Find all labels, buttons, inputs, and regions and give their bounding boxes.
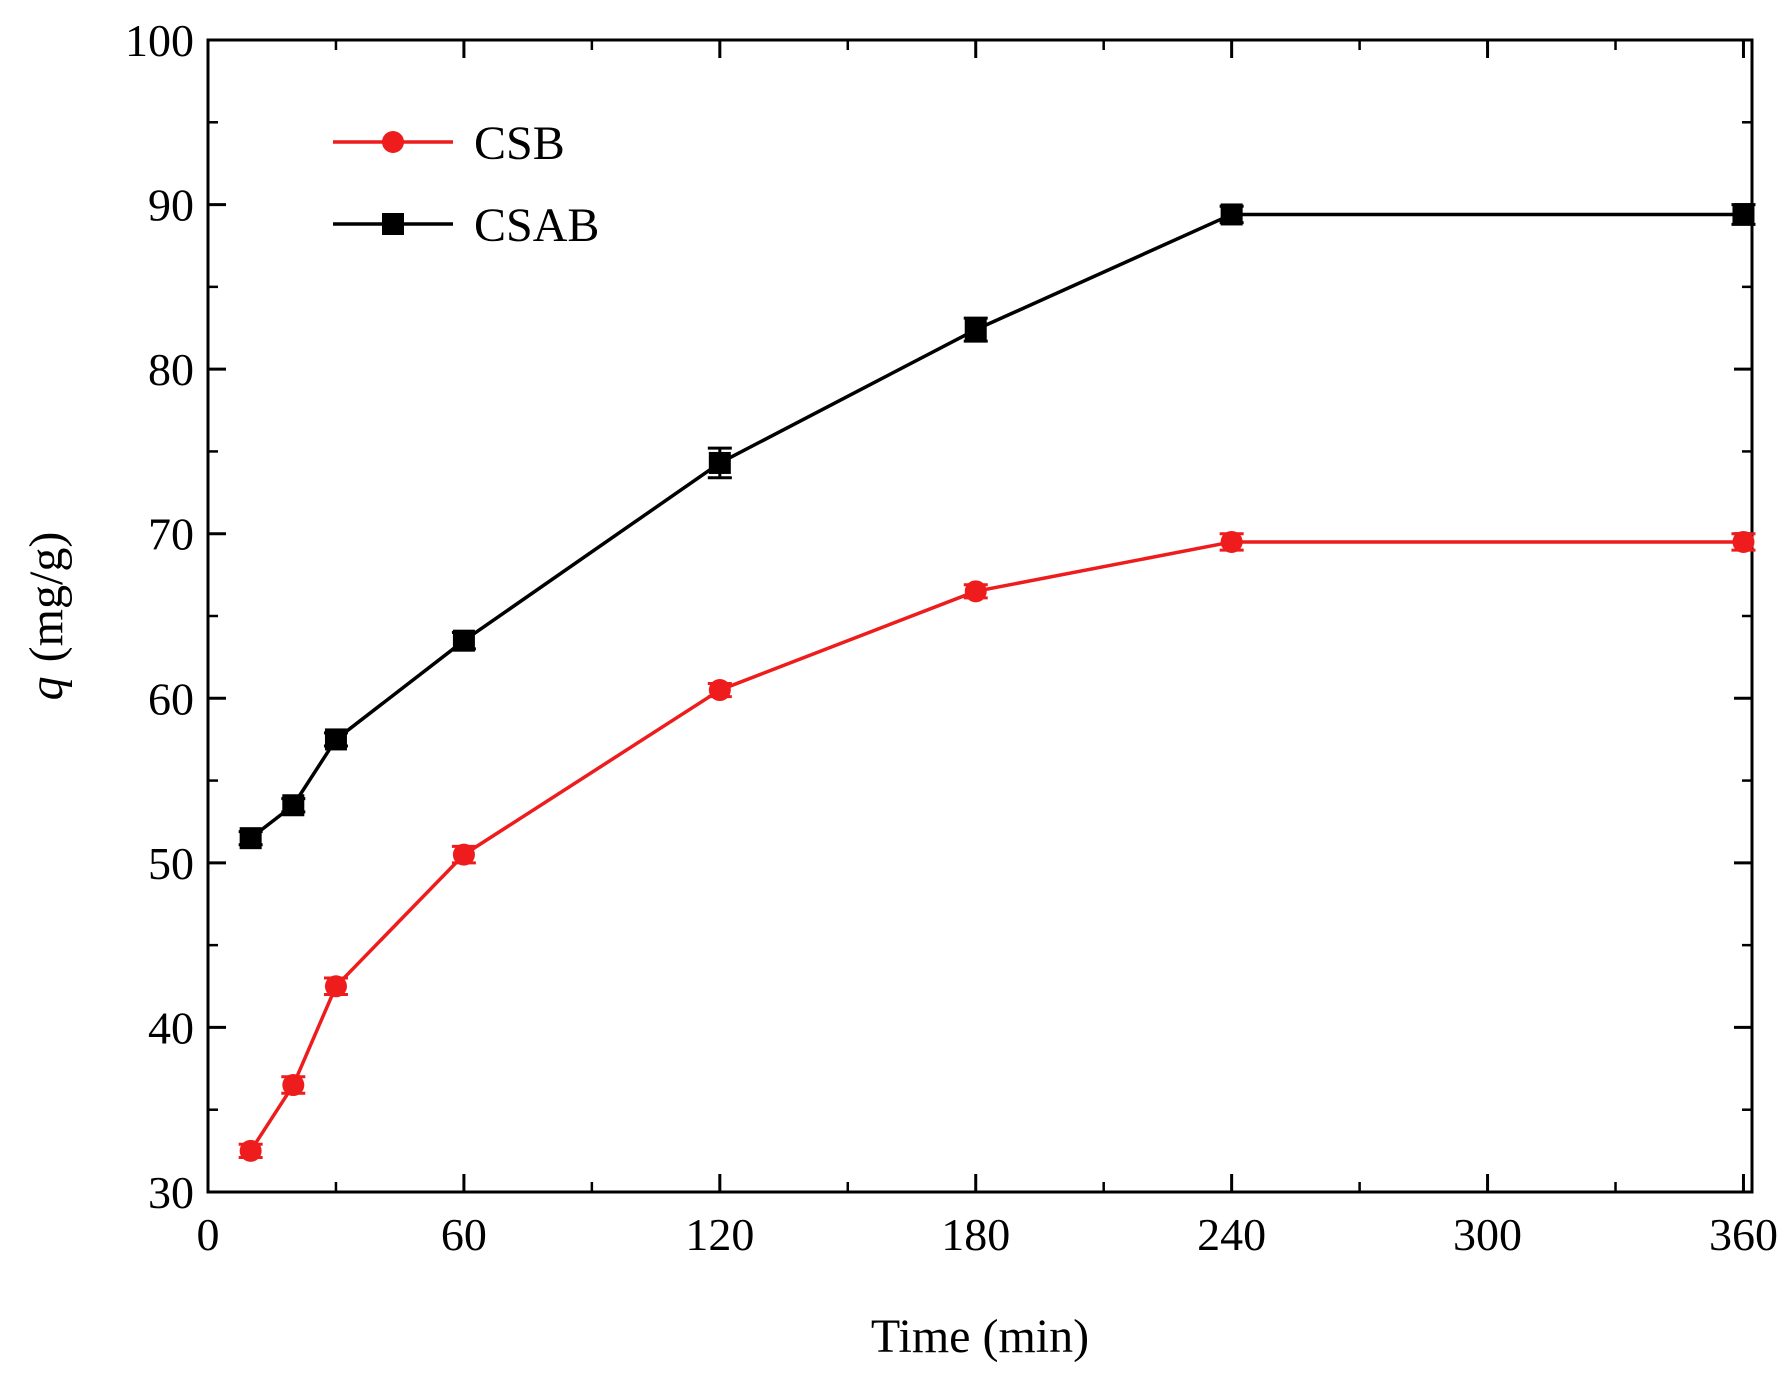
legend: CSB CSAB [333, 117, 599, 252]
y-tick-label: 70 [148, 509, 194, 560]
csab-point [1732, 203, 1755, 226]
csb-point [452, 843, 475, 866]
x-tick-label: 180 [941, 1209, 1010, 1260]
x-tick-label: 0 [197, 1209, 220, 1260]
x-tick-label: 240 [1197, 1209, 1266, 1260]
csab-line [249, 212, 1744, 840]
legend-marker-csab [382, 213, 404, 235]
csb-point [708, 679, 731, 702]
y-axis-unit: (mg/g) [20, 532, 73, 663]
y-axis-title: q (mg/g) [20, 532, 73, 701]
y-tick-label: 90 [148, 180, 194, 231]
csab-point [239, 827, 262, 850]
csb-point [282, 1074, 305, 1097]
csb-point [1732, 530, 1755, 553]
csb-series [238, 530, 1756, 1162]
axes: 0 60 120 180 240 300 360 30 40 50 60 70 80 90 100 [125, 15, 1778, 1260]
legend-label-csab: CSAB [474, 199, 599, 252]
csab-point [1220, 203, 1243, 226]
x-tick-label: 60 [441, 1209, 487, 1260]
csab-series [238, 203, 1756, 850]
csab-point [964, 318, 987, 341]
y-axis-symbol: q [20, 676, 73, 700]
y-tick-label: 50 [148, 838, 194, 889]
csab-point [282, 794, 305, 817]
csab-point [708, 451, 731, 474]
x-tick-label: 120 [685, 1209, 754, 1260]
legend-label-csb: CSB [474, 117, 565, 170]
legend-marker-csb [382, 131, 404, 153]
legend-item-csb: CSB [333, 117, 565, 170]
x-tick-label: 300 [1453, 1209, 1522, 1260]
csb-point [1220, 530, 1243, 553]
x-tick-label: 360 [1709, 1209, 1778, 1260]
y-tick-label: 80 [148, 344, 194, 395]
y-tick-label: 60 [148, 673, 194, 724]
y-tick-label: 100 [125, 15, 194, 66]
csb-point [964, 580, 987, 603]
csb-point [239, 1139, 262, 1162]
csb-line [249, 540, 1744, 1152]
csb-point [324, 975, 347, 998]
y-tick-label: 30 [148, 1167, 194, 1218]
csab-point [452, 629, 475, 652]
legend-item-csab: CSAB [333, 199, 599, 252]
x-axis-title: Time (min) [871, 1310, 1089, 1363]
y-tick-label: 40 [148, 1002, 194, 1053]
csab-point [324, 728, 347, 751]
series-layer [238, 203, 1756, 1162]
